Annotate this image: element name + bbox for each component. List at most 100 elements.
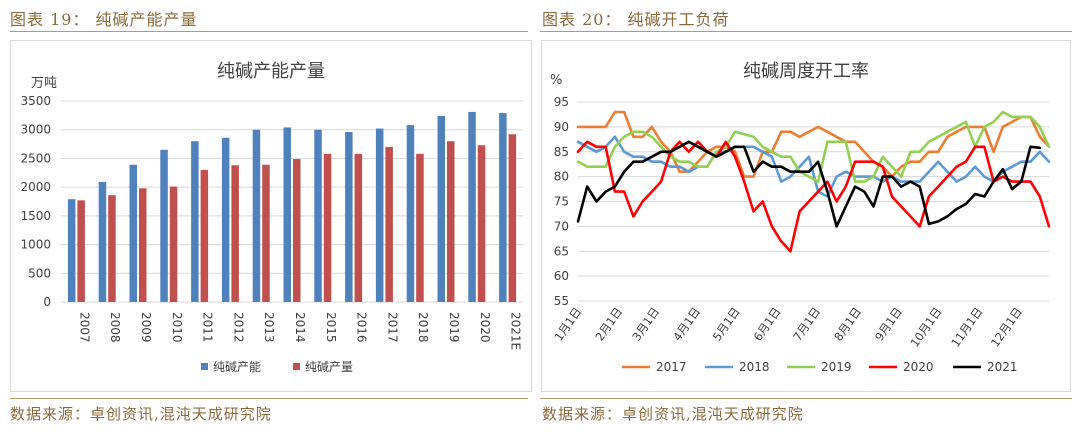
bar-x-tick-label: 2017 bbox=[385, 312, 399, 343]
bar-output bbox=[77, 200, 85, 302]
bar-x-tick-label: 2009 bbox=[139, 312, 153, 343]
bar-output bbox=[139, 188, 147, 302]
line-chart-title: 纯碱周度开工率 bbox=[743, 61, 869, 82]
bar-output bbox=[200, 169, 209, 302]
bar-x-tick-label: 2016 bbox=[355, 312, 369, 343]
line-y-tick-label: 55 bbox=[554, 294, 569, 308]
bar-output bbox=[447, 141, 455, 302]
bar-capacity bbox=[345, 132, 353, 302]
bar-x-tick-label: 2013 bbox=[262, 312, 276, 343]
bar-capacity bbox=[283, 127, 291, 302]
bar-capacity bbox=[375, 128, 384, 302]
line-series-2021 bbox=[576, 140, 1042, 228]
right-source: 数据来源：卓创资讯,混沌天成研究院 bbox=[542, 405, 804, 423]
bar-capacity bbox=[437, 115, 445, 302]
bar-capacity bbox=[468, 111, 476, 302]
bar-y-tick-label: 2500 bbox=[20, 151, 51, 165]
line-series-2018 bbox=[576, 135, 1051, 198]
line-legend-label: 2017 bbox=[656, 360, 687, 374]
bar-y-tick-label: 1500 bbox=[20, 209, 51, 223]
line-x-tick-label: 10月1日 bbox=[907, 305, 944, 350]
bar-output bbox=[354, 153, 363, 302]
line-legend-label: 2020 bbox=[903, 360, 934, 374]
bar-output bbox=[385, 146, 393, 302]
line-y-tick-label: 75 bbox=[554, 195, 569, 209]
left-footer-rule bbox=[10, 398, 528, 399]
bar-y-tick-label: 2000 bbox=[20, 180, 51, 194]
bar-output bbox=[169, 186, 178, 302]
line-y-tick-label: 80 bbox=[554, 170, 569, 184]
line-x-tick-label: 12月1日 bbox=[988, 305, 1025, 350]
bar-capacity bbox=[314, 129, 322, 302]
bar-capacity bbox=[67, 199, 76, 302]
left-header-rule bbox=[10, 31, 528, 32]
bar-output bbox=[231, 165, 239, 302]
line-x-tick-label: 2月1日 bbox=[592, 305, 625, 344]
bar-legend-label: 纯碱产量 bbox=[305, 360, 353, 374]
line-series-2020 bbox=[576, 140, 1051, 253]
line-legend-label: 2018 bbox=[739, 360, 770, 374]
bar-x-tick-label: 2010 bbox=[170, 312, 184, 343]
line-y-tick-label: 65 bbox=[554, 244, 569, 258]
bar-output bbox=[108, 195, 116, 302]
bar-x-tick-label: 2020 bbox=[478, 312, 492, 343]
bar-chart-title: 纯碱产能产量 bbox=[217, 61, 325, 82]
line-x-tick-label: 5月1日 bbox=[710, 305, 743, 344]
right-figure-label: 图表 20： 纯碱开工负荷 bbox=[542, 10, 730, 29]
bar-capacity bbox=[499, 113, 507, 302]
bar-x-tick-label: 2008 bbox=[108, 312, 122, 343]
line-series-2017 bbox=[576, 110, 1051, 178]
bar-y-tick-label: 0 bbox=[43, 295, 51, 309]
bar-x-tick-label: 2011 bbox=[201, 312, 215, 343]
bar-x-tick-label: 2014 bbox=[293, 312, 307, 343]
line-y-tick-label: 85 bbox=[554, 145, 569, 159]
bar-capacity bbox=[98, 181, 107, 302]
line-series-2019 bbox=[576, 110, 1051, 183]
bar-legend-label: 纯碱产能 bbox=[213, 360, 261, 374]
bar-output bbox=[323, 153, 332, 302]
right-header-rule bbox=[540, 31, 1072, 32]
bar-output bbox=[262, 164, 270, 302]
line-x-tick-label: 6月1日 bbox=[751, 305, 784, 344]
bar-x-tick-label: 2021E bbox=[509, 312, 523, 350]
bar-capacity bbox=[160, 149, 168, 302]
bar-y-unit: 万吨 bbox=[31, 76, 57, 91]
line-y-tick-label: 60 bbox=[554, 269, 569, 283]
left-source: 数据来源：卓创资讯,混沌天成研究院 bbox=[10, 405, 272, 423]
right-footer-rule bbox=[540, 398, 1072, 399]
bar-capacity bbox=[221, 137, 230, 302]
line-x-tick-label: 9月1日 bbox=[872, 305, 905, 344]
bar-y-tick-label: 3000 bbox=[20, 123, 51, 137]
line-x-tick-label: 7月1日 bbox=[790, 305, 823, 344]
line-y-tick-label: 95 bbox=[554, 95, 569, 109]
line-x-tick-label: 8月1日 bbox=[831, 305, 864, 344]
line-legend-label: 2021 bbox=[987, 360, 1018, 374]
bar-capacity bbox=[406, 125, 415, 303]
left-figure-label: 图表 19： 纯碱产能产量 bbox=[10, 10, 198, 29]
bar-legend-swatch bbox=[293, 363, 300, 370]
line-x-tick-label: 11月1日 bbox=[948, 305, 985, 350]
bar-chart-panel: 纯碱产能产量 万吨 0 500 1000 1500 2000 2500 3000 3500 2007… bbox=[10, 40, 532, 392]
bar-x-tick-label: 2019 bbox=[447, 312, 461, 343]
bar-output bbox=[508, 134, 517, 302]
line-y-tick-label: 90 bbox=[554, 120, 569, 134]
bar-y-tick-label: 500 bbox=[28, 266, 51, 280]
line-chart-panel: 纯碱周度开工率% 55 60 65 70 75 80 85 90 95 1月1日 2月1日 3月1日 4月… bbox=[541, 40, 1071, 392]
bar-x-tick-label: 2007 bbox=[77, 312, 91, 343]
line-x-tick-label: 3月1日 bbox=[629, 305, 662, 344]
bar-output bbox=[293, 159, 301, 302]
bar-x-tick-label: 2015 bbox=[324, 312, 338, 343]
bar-legend-swatch bbox=[201, 363, 208, 370]
bar-x-tick-label: 2012 bbox=[231, 312, 245, 343]
line-legend-label: 2019 bbox=[821, 360, 852, 374]
bar-capacity bbox=[252, 129, 261, 302]
bar-capacity bbox=[191, 141, 199, 302]
bar-output bbox=[416, 153, 424, 302]
bar-capacity bbox=[129, 164, 137, 302]
line-x-tick-label: 1月1日 bbox=[551, 305, 584, 344]
bar-y-tick-label: 3500 bbox=[20, 94, 51, 108]
line-x-tick-label: 4月1日 bbox=[670, 305, 703, 344]
bar-output bbox=[477, 145, 486, 302]
bar-x-tick-label: 2018 bbox=[416, 312, 430, 343]
